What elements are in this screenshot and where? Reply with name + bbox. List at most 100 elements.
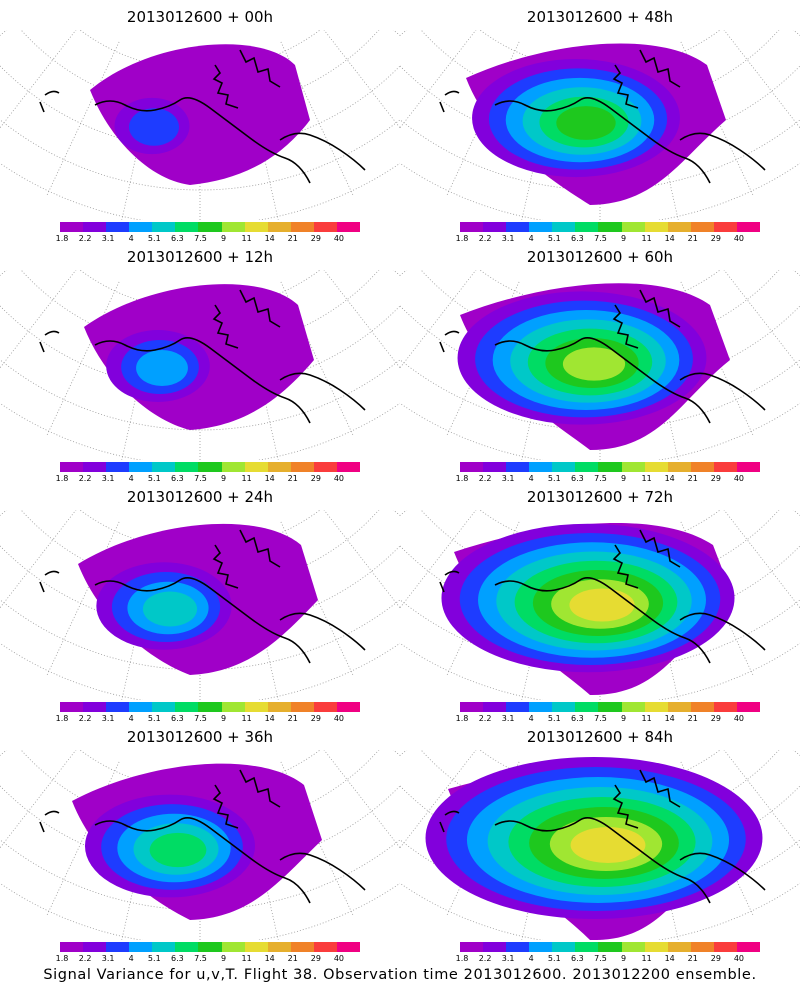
colorbar-swatch (598, 702, 622, 712)
colorbar-swatch (460, 222, 484, 232)
colorbar-swatch (483, 462, 507, 472)
colorbar-tick-label: 6.3 (171, 954, 184, 963)
colorbar-swatch (713, 222, 737, 232)
variance-contour-band (562, 347, 626, 381)
meridian-line (0, 30, 8, 36)
colorbar-swatch (598, 462, 622, 472)
colorbar-swatch (506, 942, 530, 952)
colorbar-swatch (152, 942, 176, 952)
latitude-circle (79, 510, 321, 551)
colorbar-swatch (460, 942, 484, 952)
colorbar-ticks: 1.8 2.2 3.1 4 5.1 6.3 7.5 9 11 14 21 29 40 (456, 234, 760, 246)
colorbar-tick-label: 2.2 (478, 954, 492, 963)
colorbar-tick-label: 6.3 (171, 474, 184, 483)
colorbar-tick-label: 3.1 (101, 234, 115, 243)
colorbar-swatch (60, 702, 84, 712)
meridian-line (723, 30, 800, 129)
coastline (39, 289, 366, 424)
colorbar-swatch (313, 702, 337, 712)
colorbar-swatch (552, 222, 576, 232)
forecast-panel: 2013012600 + 00h 1.8 2.2 3.1 4 5.1 6.3 7.5 9 11 14… (0, 0, 400, 245)
colorbar (60, 462, 361, 472)
colorbar-swatch (267, 702, 291, 712)
colorbar-tick-label: 11 (641, 714, 652, 723)
coastline (39, 529, 366, 664)
colorbar-tick-label: 3.1 (501, 714, 515, 723)
colorbar-swatch (621, 942, 645, 952)
latitude-circle (20, 270, 380, 351)
polar-map (400, 270, 800, 460)
panel-title: 2013012600 + 24h (126, 488, 274, 506)
meridian-line (323, 270, 400, 369)
colorbar-swatch (175, 462, 199, 472)
colorbar-tick-label: 21 (287, 954, 298, 963)
colorbar-tick-label: 14 (664, 234, 675, 243)
colorbar-swatch (736, 942, 761, 952)
colorbar-swatch (60, 462, 84, 472)
colorbar-tick-label: 6.3 (571, 714, 584, 723)
colorbar-tick-label: 14 (264, 474, 275, 483)
meridian-line (400, 30, 477, 129)
colorbar-swatch (644, 462, 668, 472)
latitude-circle (400, 599, 800, 671)
colorbar-tick-label: 21 (687, 714, 698, 723)
colorbar-tick-label: 1.8 (55, 954, 69, 963)
colorbar-swatch (313, 942, 337, 952)
latitude-circle (420, 510, 780, 591)
panel-title: 2013012600 + 12h (126, 248, 274, 266)
colorbar-swatch (60, 222, 84, 232)
meridian-line (792, 30, 800, 36)
latitude-circle (400, 839, 800, 911)
colorbar-tick-label: 9 (620, 474, 627, 483)
colorbar-tick-label: 1.8 (455, 714, 469, 723)
meridian-line (323, 510, 400, 609)
colorbar-tick-label: 2.2 (478, 234, 492, 243)
latitude-circle (420, 30, 780, 111)
latitude-circle (420, 750, 780, 831)
colorbar-swatch (175, 702, 199, 712)
colorbar (460, 942, 761, 952)
colorbar-tick-label: 29 (310, 954, 321, 963)
colorbar-tick-label: 40 (733, 234, 745, 243)
variance-contour-band (149, 832, 207, 868)
colorbar-swatch (713, 462, 737, 472)
colorbar-swatch (290, 942, 314, 952)
colorbar-tick-label: 9 (220, 474, 227, 483)
colorbar-tick-label: 4 (528, 474, 534, 483)
colorbar-tick-label: 40 (733, 954, 745, 963)
colorbar-tick-label: 3.1 (101, 474, 115, 483)
colorbar-tick-label: 21 (287, 234, 298, 243)
panel-title: 2013012600 + 48h (526, 8, 674, 26)
meridian-line (392, 270, 400, 276)
latitude-circle (479, 270, 721, 311)
colorbar-tick-label: 4 (128, 234, 134, 243)
colorbar-swatch (483, 222, 507, 232)
variance-contour-band (570, 827, 646, 863)
colorbar-tick-label: 7.5 (194, 714, 207, 723)
colorbar-swatch (506, 222, 530, 232)
colorbar-swatch (129, 942, 153, 952)
colorbar-tick-label: 14 (664, 714, 675, 723)
colorbar-tick-label: 9 (220, 954, 227, 963)
colorbar-swatch (552, 702, 576, 712)
meridian-line (792, 510, 800, 516)
colorbar-swatch (644, 222, 668, 232)
coastline (39, 769, 366, 904)
colorbar-swatch (267, 222, 291, 232)
panel-title: 2013012600 + 84h (526, 728, 674, 746)
colorbar-tick-label: 14 (664, 474, 675, 483)
colorbar-swatch (221, 462, 245, 472)
coastline (39, 49, 366, 184)
colorbar-tick-label: 1.8 (55, 714, 69, 723)
meridian-line (400, 510, 477, 609)
colorbar-swatch (221, 222, 245, 232)
polar-map (0, 270, 400, 460)
colorbar-swatch (244, 942, 268, 952)
forecast-panel: 2013012600 + 72h 1.8 2.2 3.1 4 5.1 6.3 7.5 9 11 14… (400, 480, 800, 725)
meridian-line (400, 270, 408, 276)
panel-title: 2013012600 + 00h (126, 8, 274, 26)
colorbar-swatch (83, 222, 107, 232)
variance-contour-band (556, 106, 616, 140)
colorbar-tick-label: 1.8 (455, 234, 469, 243)
colorbar-tick-label: 21 (287, 474, 298, 483)
